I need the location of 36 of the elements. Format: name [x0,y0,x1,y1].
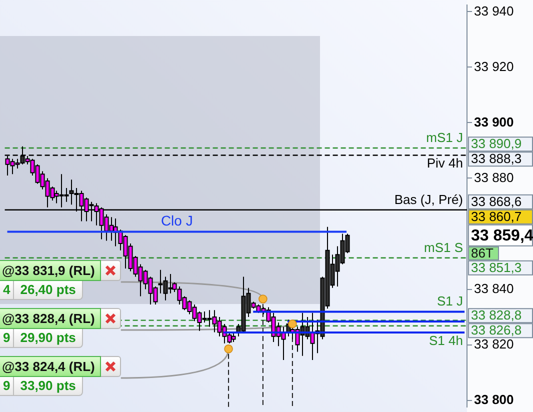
text: 33 851,3 [471,260,522,275]
ref-line-label: Piv 4h [426,155,463,170]
y-tick-label: 33 940 [474,3,514,18]
text: 33 888,3 [471,151,522,166]
text: 33 828,8 [471,308,522,323]
annotation: 9 [0,329,14,348]
annotation: 9 [0,377,14,396]
text: 33 890,9 [471,136,522,152]
ref-line-label: mS1 S [424,240,464,255]
text: 33 826,8 [471,322,522,338]
y-tick-label: 33 880 [474,170,514,185]
annotation: 33,90 pts [14,377,83,396]
point [224,344,233,354]
ref-line-label: S1 4h [429,332,463,348]
candlestick [231,332,236,342]
y-tick-label: 33 900 [474,114,514,130]
text: 33 859,4 [471,227,533,244]
annotation: 26,40 pts [14,281,83,300]
ref-line-label: mS1 J [426,130,463,146]
ref-line-label: S1 J [436,293,463,308]
y-tick-label: 33 800 [474,392,514,407]
point [258,294,268,304]
y-tick-label: 33 920 [474,58,514,74]
y-tick-label: 33 820 [474,336,514,352]
text: 33 868,6 [471,194,522,209]
annotation: @33 828,4 (RL) [0,308,101,329]
annotation: @33 824,4 (RL) [0,356,101,377]
point [288,320,297,328]
text: 33 860,7 [471,208,522,224]
annotation: 4 [0,281,14,300]
annotation: 29,90 pts [14,329,83,348]
series-label: Clo J [160,212,193,229]
text: 86T [471,245,494,260]
ref-line-label: Bas (J, Pré) [394,192,463,207]
annotation: @33 831,9 (RL) [0,260,101,281]
y-tick-label: 33 840 [474,280,514,296]
